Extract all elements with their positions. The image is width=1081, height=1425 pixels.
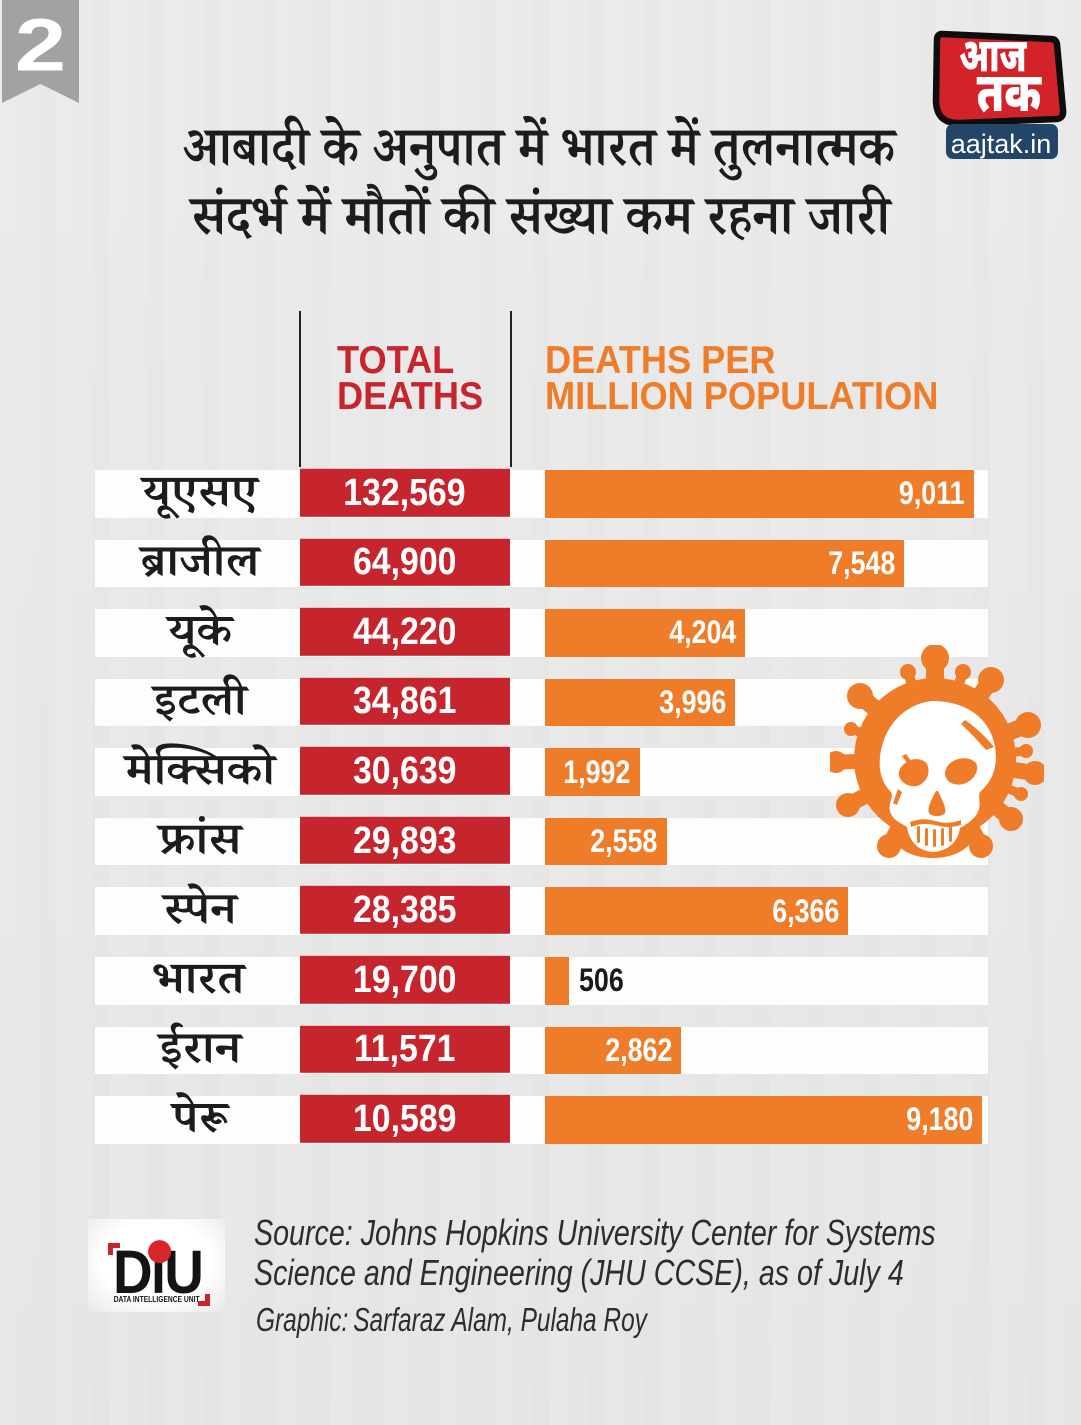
svg-text:2: 2: [15, 3, 66, 86]
svg-text:aajtak.in: aajtak.in: [951, 129, 1052, 159]
svg-text:DATA INTELLIGENCE UNIT: DATA INTELLIGENCE UNIT: [114, 1294, 200, 1304]
